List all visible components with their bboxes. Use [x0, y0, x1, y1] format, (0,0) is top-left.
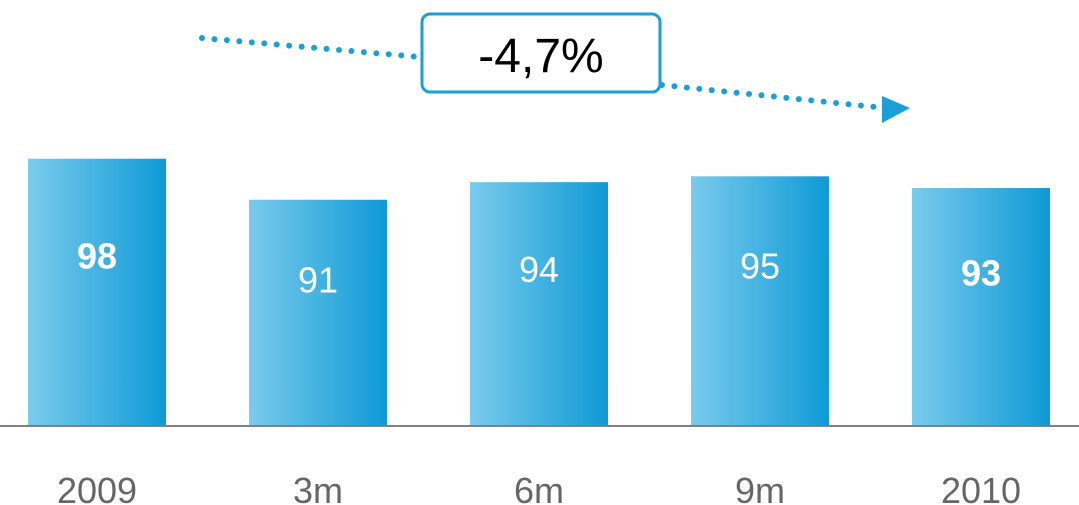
- bars-group: 98 91 94 95 93: [28, 158, 1050, 426]
- change-callout-box: [420, 12, 662, 94]
- x-tick-labels: 2009 3m 6m 9m 2010: [57, 470, 1021, 505]
- trend-arrow-line: [199, 35, 888, 111]
- bar-value-label-9m: 95: [740, 246, 780, 287]
- x-tick-label-3m: 3m: [293, 470, 343, 505]
- x-tick-label-9m: 9m: [735, 470, 785, 505]
- bar-6m: [470, 182, 608, 426]
- bar-value-label-2010: 93: [961, 253, 1001, 294]
- bar-2010: [912, 188, 1050, 426]
- bar-9m: [691, 176, 829, 426]
- x-tick-label-2010: 2010: [941, 470, 1021, 505]
- bar-3m: [249, 199, 387, 426]
- change-callout-text: -4,7%: [478, 30, 603, 83]
- x-tick-label-6m: 6m: [514, 470, 564, 505]
- x-tick-label-2009: 2009: [57, 470, 137, 505]
- bar-value-label-3m: 91: [298, 260, 338, 301]
- trend-arrow-head: [882, 96, 910, 123]
- bar-value-label-6m: 94: [519, 249, 559, 290]
- bar-value-label-2009: 98: [77, 235, 117, 276]
- bar-2009: [28, 158, 166, 426]
